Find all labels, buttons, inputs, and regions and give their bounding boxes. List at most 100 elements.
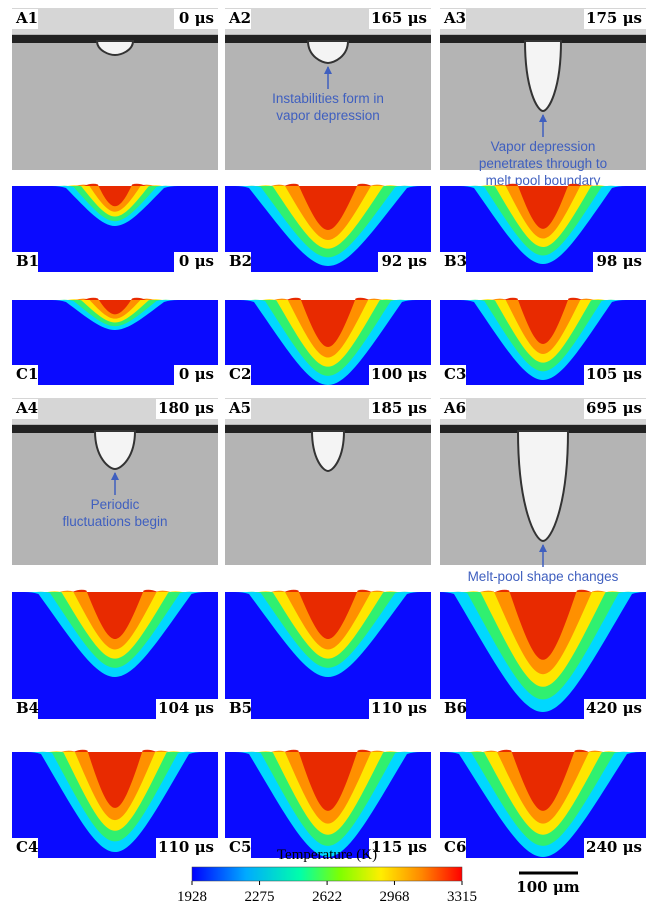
time-label: 105 μs [586,365,642,383]
panel: B3 98 μs [440,183,646,272]
label-box [584,399,646,419]
label-box [225,399,251,419]
vapor-depression [523,40,563,113]
label-box [369,9,431,29]
time-label: 98 μs [596,252,642,270]
panel-label: A4 [15,399,38,417]
annotation: fluctuations begin [62,514,167,529]
vapor-depression [310,430,346,473]
panel-label: C4 [16,838,38,856]
panel: C1 0 μs [12,297,218,385]
panel: C5 115 μs [225,749,431,858]
melt-pool [83,183,147,207]
melt-pool [503,183,583,229]
melt-pool [72,589,158,640]
label-box [440,699,466,719]
time-label: 104 μs [158,699,214,717]
label-box [174,9,218,29]
arrow-head [539,544,547,552]
annotation: Periodic [91,497,140,512]
colorbar-tick-label: 2622 [312,889,342,905]
melt-pool [495,589,591,660]
time-label: 0 μs [179,9,214,27]
label-box [369,399,431,419]
panel: A2 165 μs Instabilities form in vapor depre… [225,8,431,170]
label-box [156,838,218,858]
label-box [440,9,466,29]
annotation: Instabilities form in [272,91,384,106]
label-box [440,399,466,419]
panel: A3 175 μs Vapor depression penetrates throu… [440,8,646,188]
time-label: 110 μs [371,699,427,717]
label-box [12,699,38,719]
vapor-depression [516,430,570,543]
label-box [225,838,251,858]
melt-pool [286,297,370,348]
panel-label: B3 [444,252,467,270]
colorbar-tick-label: 2275 [245,889,275,905]
panel-label: B6 [444,699,467,717]
melt-pool [83,297,147,315]
time-label: 420 μs [586,699,642,717]
label-box [225,9,251,29]
panel-label: A5 [228,399,251,417]
label-box [156,699,218,719]
panel-label: C6 [444,838,466,856]
time-label: 0 μs [179,252,214,270]
panel-label: C1 [16,365,38,383]
melt-pool [503,297,583,345]
surface-line [12,425,218,433]
panel: B2 92 μs [225,183,431,272]
arrow-head [539,114,547,122]
panel: A1 0 μs [12,8,218,170]
time-label: 110 μs [158,838,214,856]
label-box [12,365,38,385]
label-box [12,399,38,419]
panel: B1 0 μs [12,183,218,272]
label-box [12,838,38,858]
time-label: 185 μs [371,399,427,417]
label-box [174,252,218,272]
melt-pool [284,589,372,640]
panel: B4 104 μs [12,589,218,719]
panel-label: A3 [443,9,466,27]
panel-label: A6 [443,399,466,417]
label-box [12,252,38,272]
panel: C3 105 μs [440,297,646,385]
surface-line [440,425,646,433]
label-box [584,699,646,719]
panel: A6 695 μs Melt-pool shape changes [440,398,646,584]
melt-pool [73,749,157,808]
panel: A5 185 μs [225,398,431,565]
annotation: Melt-pool shape changes [468,569,619,584]
time-label: 175 μs [586,9,642,27]
melt-pool [497,749,589,811]
scale-bar-label: 100 μm [516,878,580,896]
panel-label: A1 [15,9,38,27]
label-box [584,838,646,858]
panels: A1 0 μs A2 165 μs Instabilities form in vapor… [12,8,646,858]
vapor-depression [306,40,350,65]
label-box [369,699,431,719]
panel-label: C2 [229,365,251,383]
label-box [369,838,431,858]
colorbar-tick-label: 3315 [447,889,477,905]
label-box [225,365,251,385]
panel-label: C3 [444,365,466,383]
vapor-depression [95,40,135,57]
surface-line [12,35,218,43]
melt-pool [284,183,372,231]
time-label: 92 μs [381,252,427,270]
label-box [174,365,218,385]
panel: C4 110 μs [12,749,218,858]
colorbar-title: Temperature (K) [277,847,377,863]
time-label: 115 μs [371,838,427,856]
panel-label: B1 [16,252,39,270]
time-label: 240 μs [586,838,642,856]
annotation: Vapor depression [491,139,596,154]
label-box [584,365,646,385]
label-box [593,252,646,272]
panel-label: C5 [229,838,251,856]
surface-line [225,35,431,43]
